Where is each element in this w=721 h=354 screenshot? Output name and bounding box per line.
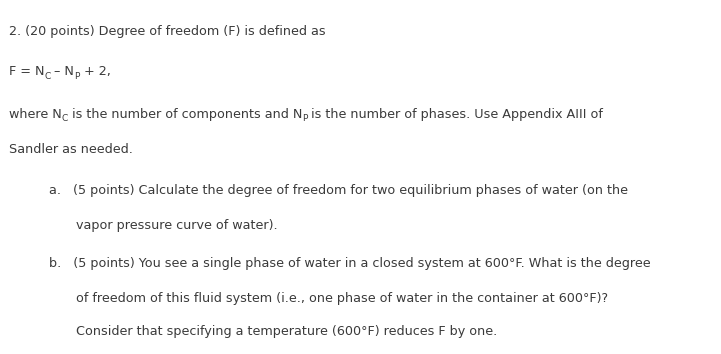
Text: Sandler as needed.: Sandler as needed.: [9, 143, 133, 156]
Text: vapor pressure curve of water).: vapor pressure curve of water).: [76, 219, 278, 233]
Text: b.   (5 points) You see a single phase of water in a closed system at 600°F. Wha: b. (5 points) You see a single phase of …: [49, 257, 650, 270]
Text: + 2,: + 2,: [79, 65, 110, 79]
Text: is the number of components and N: is the number of components and N: [68, 108, 302, 121]
Text: P: P: [302, 114, 307, 123]
Text: F = N: F = N: [9, 65, 44, 79]
Text: is the number of phases. Use Appendix AIII of: is the number of phases. Use Appendix AI…: [307, 108, 603, 121]
Text: – N: – N: [50, 65, 74, 79]
Text: C: C: [44, 72, 50, 81]
Text: where N: where N: [9, 108, 61, 121]
Text: 2. (20 points) Degree of freedom (F) is defined as: 2. (20 points) Degree of freedom (F) is …: [9, 25, 325, 38]
Text: Consider that specifying a temperature (600°F) reduces F by one.: Consider that specifying a temperature (…: [76, 325, 497, 338]
Text: C: C: [61, 114, 68, 123]
Text: P: P: [74, 72, 79, 81]
Text: a.   (5 points) Calculate the degree of freedom for two equilibrium phases of wa: a. (5 points) Calculate the degree of fr…: [49, 184, 628, 197]
Text: of freedom of this fluid system (i.e., one phase of water in the container at 60: of freedom of this fluid system (i.e., o…: [76, 292, 608, 305]
